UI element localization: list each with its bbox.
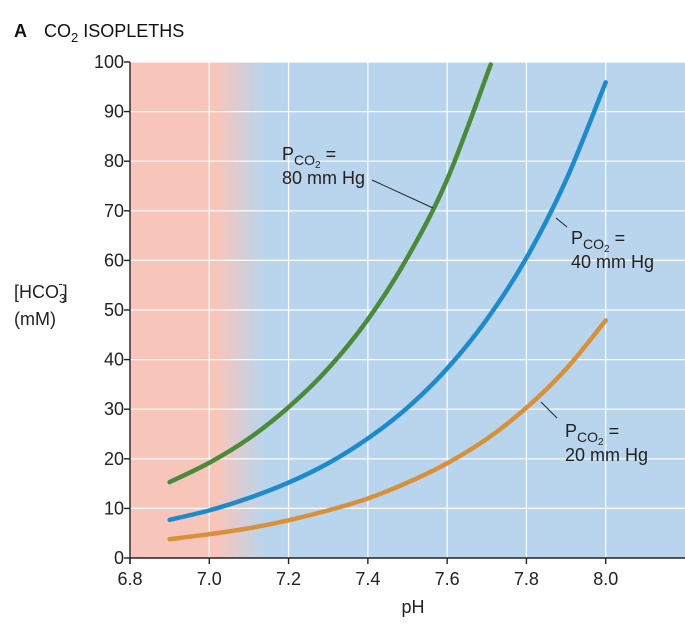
y-tick-label: 60 <box>104 250 124 270</box>
y-axis-unit: (mM) <box>14 309 56 329</box>
series-label-40: PCO2 = <box>571 228 625 255</box>
y-title-sup: - <box>58 276 62 291</box>
x-axis-title: pH <box>401 597 424 617</box>
x-tick-label: 7.0 <box>197 569 222 589</box>
y-tick-label: 90 <box>104 102 124 122</box>
label-leader-20 <box>540 401 558 419</box>
y-tick-label: 100 <box>94 52 124 72</box>
label-leader-80 <box>371 179 434 209</box>
x-tick-label: 6.8 <box>117 569 142 589</box>
chart-title: A CO2 ISOPLETHS <box>14 21 184 45</box>
y-tick-label: 70 <box>104 201 124 221</box>
x-tick-label: 7.8 <box>514 569 539 589</box>
x-tick-label: 7.2 <box>276 569 301 589</box>
y-tick-labels: 0 10 20 30 40 50 60 70 80 90 100 <box>94 52 124 568</box>
y-title-a: [HCO <box>14 282 59 302</box>
y-tick-label: 40 <box>104 350 124 370</box>
y-tick-label: 30 <box>104 399 124 419</box>
title-sub: 2 <box>71 30 78 45</box>
series-label-line2-40: 40 mm Hg <box>571 252 654 272</box>
series-lines <box>167 62 608 542</box>
y-tick-label: 0 <box>114 548 124 568</box>
y-tick-label: 10 <box>104 498 124 518</box>
panel-letter: A <box>14 21 27 41</box>
y-tick-label: 20 <box>104 449 124 469</box>
y-tick-label: 80 <box>104 151 124 171</box>
grid-lines <box>130 61 685 558</box>
x-tick-labels: 6.8 7.0 7.2 7.4 7.6 7.8 8.0 <box>117 569 618 589</box>
series-label-line2-20: 20 mm Hg <box>565 445 648 465</box>
label-leader-40 <box>555 217 568 228</box>
series-line-pco2-20 <box>167 318 608 542</box>
series-line-pco2-80 <box>167 62 493 485</box>
title-co: CO <box>44 21 71 41</box>
x-tick-label: 7.6 <box>435 569 460 589</box>
y-axis-title: [HCO3-] <box>14 276 68 306</box>
series-label-80: PCO2 = <box>282 144 336 171</box>
y-tick-label: 50 <box>104 300 124 320</box>
axes <box>124 61 685 564</box>
x-tick-label: 8.0 <box>593 569 618 589</box>
series-label-line2-80: 80 mm Hg <box>282 168 365 188</box>
y-title-sub: 3 <box>59 291 66 306</box>
title-rest: ISOPLETHS <box>78 21 184 41</box>
x-tick-label: 7.4 <box>355 569 380 589</box>
series-line-pco2-40 <box>167 80 608 523</box>
y-title-close: ] <box>63 282 68 302</box>
series-label-20: PCO2 = <box>565 421 619 448</box>
